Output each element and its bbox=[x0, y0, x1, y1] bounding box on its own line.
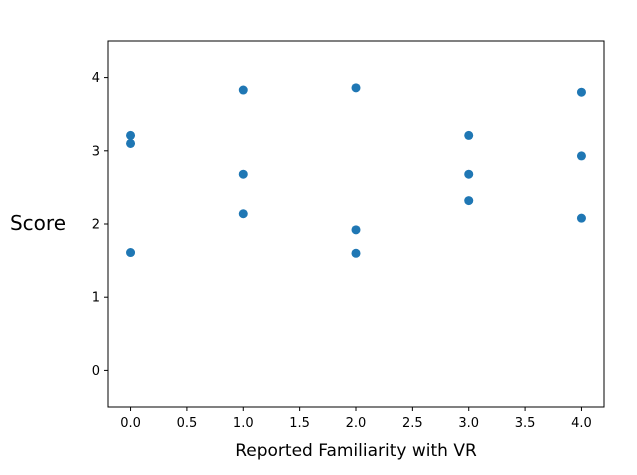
y-tick-label: 4 bbox=[92, 71, 100, 86]
data-point bbox=[351, 225, 361, 235]
x-axis-label: Reported Familiarity with VR bbox=[235, 441, 477, 461]
data-point bbox=[126, 138, 136, 148]
x-tick-label: 3.0 bbox=[458, 416, 479, 431]
data-point bbox=[576, 87, 586, 97]
x-tick-label: 2.0 bbox=[346, 416, 367, 431]
data-point bbox=[576, 151, 586, 161]
y-axis-label: Score bbox=[10, 211, 66, 235]
data-point bbox=[464, 169, 474, 179]
data-point bbox=[238, 85, 248, 95]
x-tick-label: 1.0 bbox=[233, 416, 254, 431]
x-tick-label: 1.5 bbox=[289, 416, 310, 431]
x-axis: 0.0 0.5 1.0 1.5 2.0 2.5 3.0 3.5 4.0 bbox=[120, 407, 592, 431]
y-tick-label: 1 bbox=[92, 291, 100, 306]
data-point bbox=[238, 169, 248, 179]
data-point bbox=[464, 196, 474, 206]
data-point bbox=[351, 248, 361, 258]
data-point bbox=[351, 83, 361, 93]
y-tick-label: 3 bbox=[92, 144, 100, 159]
data-point bbox=[464, 130, 474, 140]
x-tick-label: 3.5 bbox=[515, 416, 536, 431]
points-layer bbox=[126, 83, 586, 258]
x-tick-label: 0.0 bbox=[120, 416, 141, 431]
data-point bbox=[576, 213, 586, 223]
y-axis: 0 1 2 3 4 bbox=[92, 71, 108, 379]
x-tick-label: 0.5 bbox=[177, 416, 198, 431]
data-point bbox=[238, 209, 248, 219]
x-tick-label: 2.5 bbox=[402, 416, 423, 431]
y-tick-label: 0 bbox=[92, 364, 100, 379]
y-tick-label: 2 bbox=[92, 218, 100, 233]
data-point bbox=[126, 130, 136, 140]
data-point bbox=[126, 248, 136, 258]
x-tick-label: 4.0 bbox=[571, 416, 592, 431]
